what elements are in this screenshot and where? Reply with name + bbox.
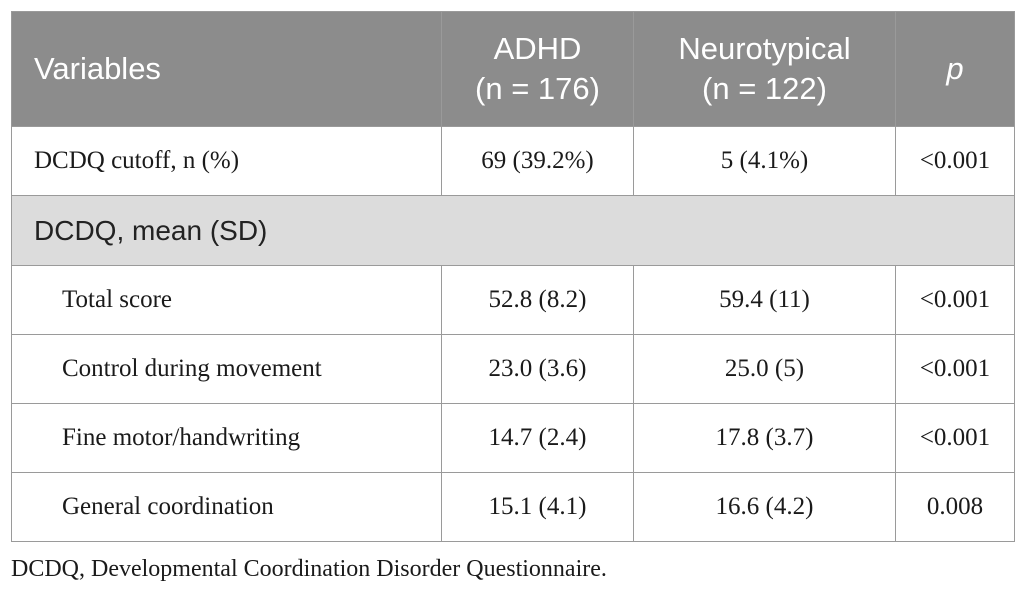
row-label: Total score — [11, 265, 442, 335]
cell-neurotypical: 17.8 (3.7) — [633, 403, 896, 473]
header-adhd-name: ADHD — [493, 31, 582, 66]
cell-neurotypical: 16.6 (4.2) — [633, 472, 896, 542]
row-label: General coordination — [11, 472, 442, 542]
table-header-row: Variables ADHD (n = 176) Neurotypical (n… — [11, 11, 1015, 127]
cell-adhd: 69 (39.2%) — [441, 126, 634, 196]
header-neurotypical: Neurotypical (n = 122) — [633, 11, 896, 127]
table-row: Total score 52.8 (8.2) 59.4 (11) <0.001 — [11, 265, 1015, 335]
results-table: Variables ADHD (n = 176) Neurotypical (n… — [11, 11, 1015, 542]
table-row: Control during movement 23.0 (3.6) 25.0 … — [11, 334, 1015, 404]
cell-neurotypical: 59.4 (11) — [633, 265, 896, 335]
section-label: DCDQ, mean (SD) — [11, 195, 1015, 266]
cell-p-value: <0.001 — [895, 403, 1015, 473]
header-neurotypical-n: (n = 122) — [702, 71, 827, 106]
section-row-dcdq-mean: DCDQ, mean (SD) — [11, 195, 1015, 266]
results-table-container: Variables ADHD (n = 176) Neurotypical (n… — [11, 11, 1015, 542]
cell-neurotypical: 5 (4.1%) — [633, 126, 896, 196]
header-variables: Variables — [11, 11, 442, 127]
cell-adhd: 23.0 (3.6) — [441, 334, 634, 404]
cell-p-value: <0.001 — [895, 334, 1015, 404]
header-adhd-n: (n = 176) — [475, 71, 600, 106]
cell-adhd: 15.1 (4.1) — [441, 472, 634, 542]
header-adhd: ADHD (n = 176) — [441, 11, 634, 127]
table-row-cutoff: DCDQ cutoff, n (%) 69 (39.2%) 5 (4.1%) <… — [11, 126, 1015, 196]
row-label: Fine motor/handwriting — [11, 403, 442, 473]
cell-p-value: <0.001 — [895, 126, 1015, 196]
table-row: General coordination 15.1 (4.1) 16.6 (4.… — [11, 472, 1015, 542]
cell-neurotypical: 25.0 (5) — [633, 334, 896, 404]
table-row: Fine motor/handwriting 14.7 (2.4) 17.8 (… — [11, 403, 1015, 473]
header-p-value: p — [895, 11, 1015, 127]
cell-p-value: <0.001 — [895, 265, 1015, 335]
table-footnote: DCDQ, Developmental Coordination Disorde… — [11, 556, 607, 582]
header-neurotypical-name: Neurotypical — [678, 31, 851, 66]
cell-adhd: 52.8 (8.2) — [441, 265, 634, 335]
cell-adhd: 14.7 (2.4) — [441, 403, 634, 473]
row-label: Control during movement — [11, 334, 442, 404]
row-label: DCDQ cutoff, n (%) — [11, 126, 442, 196]
cell-p-value: 0.008 — [895, 472, 1015, 542]
